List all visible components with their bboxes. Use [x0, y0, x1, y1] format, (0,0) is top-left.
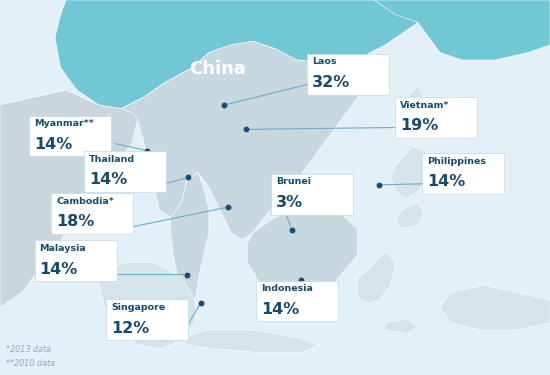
Text: Myanmar**: Myanmar** [34, 119, 94, 128]
FancyBboxPatch shape [395, 97, 477, 138]
Text: 32%: 32% [312, 75, 350, 90]
Text: Singapore: Singapore [111, 303, 166, 312]
FancyBboxPatch shape [51, 193, 133, 234]
Polygon shape [440, 285, 550, 330]
Text: 14%: 14% [40, 262, 78, 277]
FancyBboxPatch shape [35, 240, 117, 281]
Text: 12%: 12% [111, 321, 150, 336]
Text: 14%: 14% [34, 137, 73, 152]
Polygon shape [358, 251, 396, 304]
Text: 19%: 19% [400, 118, 438, 133]
FancyBboxPatch shape [29, 116, 111, 156]
Text: China: China [189, 60, 246, 78]
Polygon shape [385, 319, 418, 334]
Text: Indonesia: Indonesia [261, 284, 313, 293]
FancyBboxPatch shape [256, 280, 338, 321]
Text: Laos: Laos [312, 57, 337, 66]
Text: *2013 data
**2010 data: *2013 data **2010 data [6, 345, 54, 368]
Polygon shape [99, 262, 195, 349]
Text: 14%: 14% [261, 302, 300, 317]
Polygon shape [0, 90, 143, 308]
Text: 18%: 18% [56, 214, 95, 230]
Polygon shape [55, 0, 440, 109]
Polygon shape [396, 202, 424, 229]
Polygon shape [248, 206, 358, 296]
Polygon shape [121, 41, 363, 240]
Text: 14%: 14% [89, 172, 128, 188]
FancyBboxPatch shape [106, 299, 188, 340]
Text: 3%: 3% [276, 195, 303, 210]
FancyBboxPatch shape [271, 174, 353, 214]
FancyBboxPatch shape [84, 151, 166, 192]
Text: Brunei: Brunei [276, 177, 311, 186]
Polygon shape [170, 172, 209, 311]
Polygon shape [182, 330, 319, 352]
FancyBboxPatch shape [307, 54, 389, 94]
Text: Cambodia*: Cambodia* [56, 197, 114, 206]
Text: 14%: 14% [427, 174, 466, 189]
Polygon shape [408, 86, 424, 109]
Text: Philippines: Philippines [427, 157, 486, 166]
Polygon shape [374, 0, 550, 60]
Text: Malaysia: Malaysia [40, 244, 86, 253]
Polygon shape [390, 146, 429, 199]
FancyBboxPatch shape [422, 153, 504, 194]
Text: Vietnam*: Vietnam* [400, 100, 449, 109]
Text: Thailand: Thailand [89, 155, 135, 164]
